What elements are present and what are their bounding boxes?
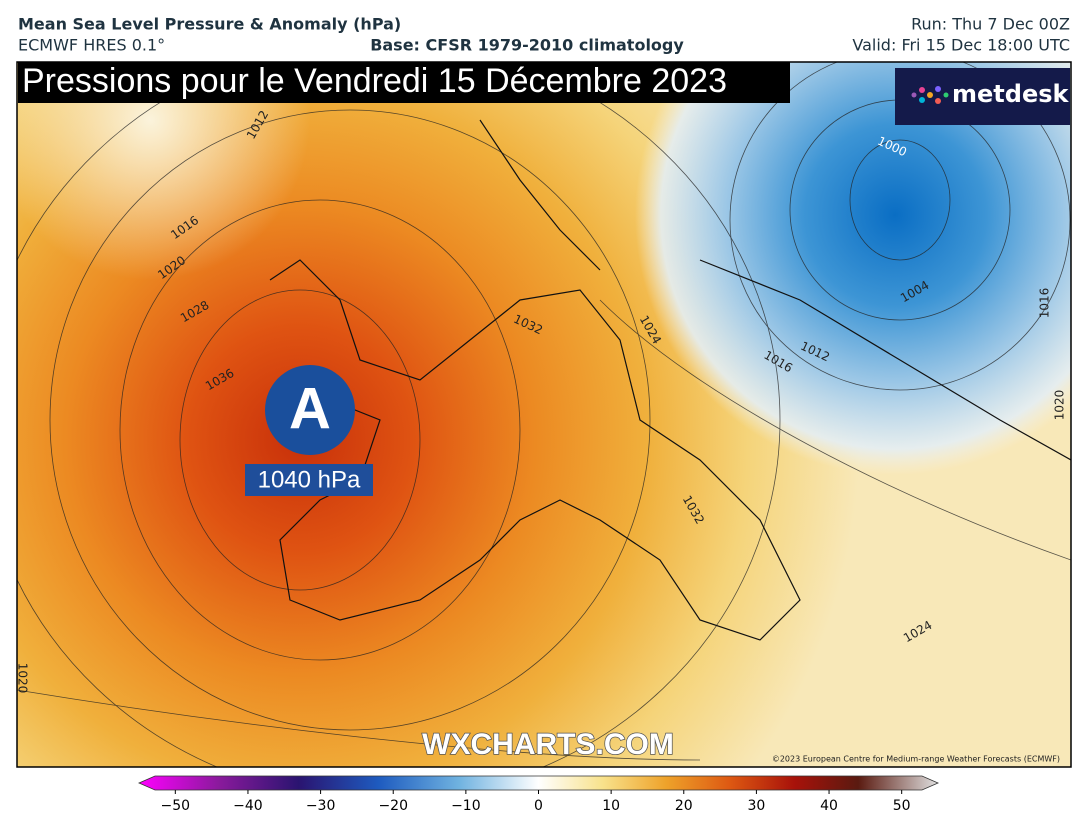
colorbar-tick-label: −10: [451, 798, 481, 814]
isobar-label: 1016: [1038, 288, 1052, 319]
isobar-label: 1020: [1053, 390, 1067, 421]
valid: Valid: Fri 15 Dec 18:00 UTC: [852, 36, 1070, 55]
low-field: [17, 62, 1071, 767]
copyright: ©2023 European Centre for Medium-range W…: [772, 755, 1060, 764]
isobar-label: 1020: [16, 663, 30, 694]
colorbar-tick-label: 50: [893, 798, 911, 814]
brand: metdesk: [952, 80, 1070, 108]
colorbar-bar: [138, 775, 939, 791]
headline: Pressions pour le Vendredi 15 Décembre 2…: [22, 62, 727, 100]
brand-icon: [911, 86, 949, 104]
colorbar-tick-label: −40: [233, 798, 263, 814]
run: Run: Thu 7 Dec 00Z: [911, 15, 1070, 34]
colorbar-tick-label: 40: [820, 798, 838, 814]
colorbar-tick-label: −30: [306, 798, 336, 814]
colorbar-tick-label: 10: [602, 798, 620, 814]
colorbar-tick-label: 30: [747, 798, 765, 814]
coastlines: [269, 119, 1071, 641]
map: [17, 62, 1071, 767]
high-label: 1040 hPa: [258, 466, 361, 493]
isobars: [17, 62, 1071, 767]
high-symbol: A: [289, 376, 331, 441]
model: ECMWF HRES 0.1°: [18, 36, 165, 55]
watermark: WXCHARTS.COM: [422, 728, 674, 761]
base: Base: CFSR 1979-2010 climatology: [370, 36, 684, 55]
colorbar-tick-label: −20: [378, 798, 408, 814]
title: Mean Sea Level Pressure & Anomaly (hPa): [18, 15, 401, 34]
colorbar: −50 −40 −30 −20 −10 0 10 20 30 40 50: [138, 775, 939, 814]
headline-box: [18, 62, 790, 103]
high-symbol-circle: [265, 365, 355, 455]
brand-box: [895, 68, 1070, 125]
colorbar-tick-label: 20: [675, 798, 693, 814]
colorbar-tick-label: 0: [534, 798, 543, 814]
colorbar-tick-label: −50: [161, 798, 191, 814]
high-label-box: [245, 464, 373, 496]
